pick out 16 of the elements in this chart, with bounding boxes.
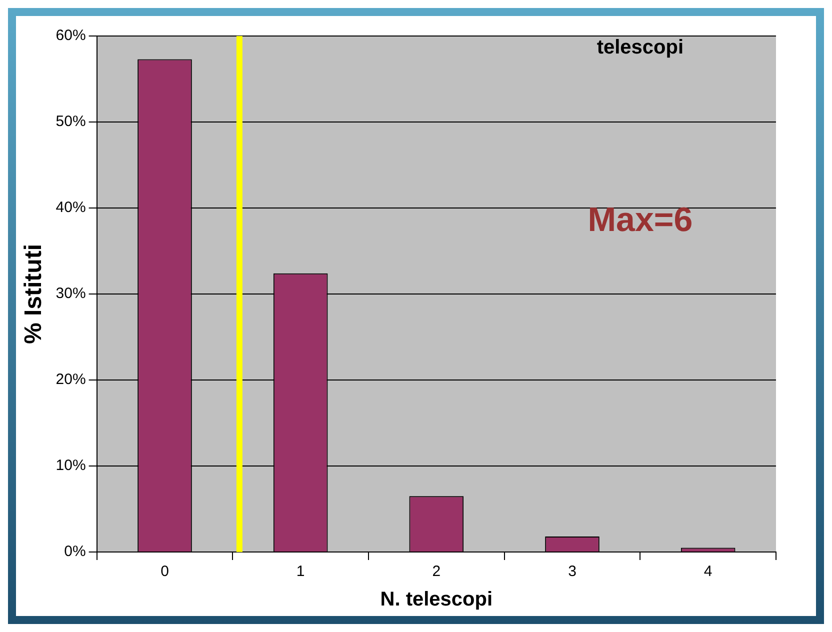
- y-tick-label: 50%: [56, 113, 86, 130]
- y-tick-label: 10%: [56, 457, 86, 474]
- x-tick-label: 4: [704, 563, 712, 580]
- y-axis-title: % Istituti: [20, 244, 48, 344]
- y-tick-label: 40%: [56, 199, 86, 216]
- annotation: Max=6: [588, 201, 693, 240]
- x-tick-label: 0: [160, 563, 169, 580]
- x-tick-label: 1: [296, 563, 305, 580]
- x-tick-label: 2: [432, 563, 441, 580]
- y-tick-label: 0%: [64, 543, 86, 560]
- y-tick-label: 30%: [56, 285, 86, 302]
- y-tick-label: 60%: [56, 27, 86, 44]
- x-tick-label: 3: [568, 563, 576, 580]
- y-tick-label: 20%: [56, 371, 86, 388]
- annotation: telescopi: [596, 36, 684, 59]
- x-axis-title: N. telescopi: [380, 588, 493, 611]
